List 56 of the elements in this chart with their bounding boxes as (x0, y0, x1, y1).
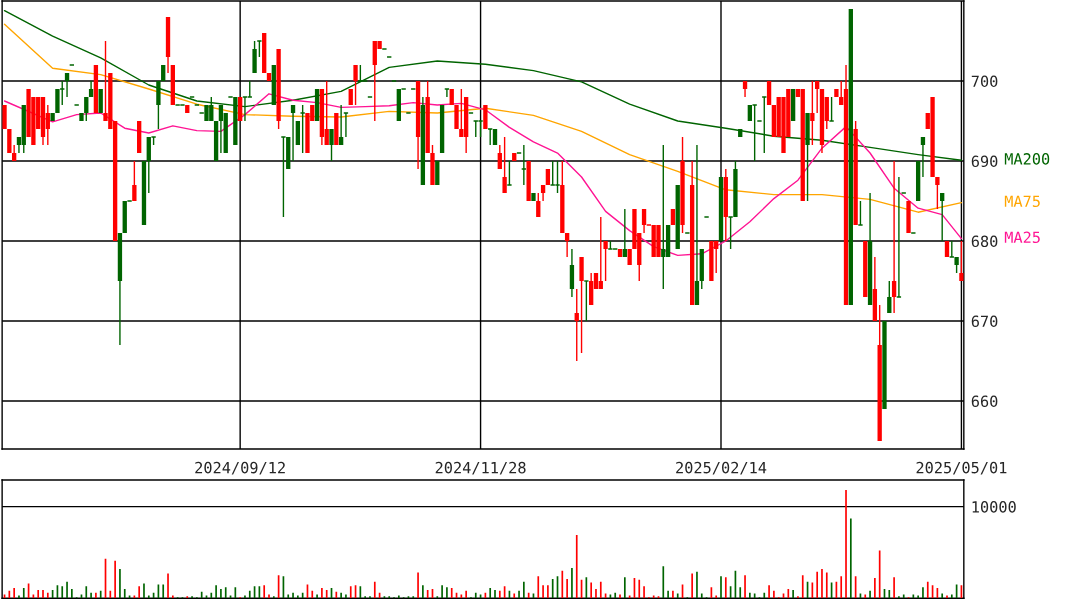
y-tick-label: 700 (971, 75, 998, 88)
candlestick (598, 216, 603, 290)
candlestick (64, 72, 70, 98)
candlestick (887, 280, 892, 314)
candlestick (622, 208, 627, 258)
candlestick (324, 80, 329, 146)
text: MA25 (1004, 231, 1040, 244)
line-series (3, 23, 963, 213)
candlestick (506, 160, 513, 186)
candlestick (564, 232, 570, 258)
candlestick (579, 256, 584, 354)
candlestick (156, 80, 161, 130)
candlestick (343, 112, 349, 138)
candlestick (694, 144, 700, 306)
candlestick (444, 88, 450, 98)
candlestick (761, 96, 768, 154)
candlestick (891, 160, 897, 314)
y-tick-label: 680 (971, 235, 998, 248)
candlestick (290, 104, 296, 162)
candlestick (132, 160, 137, 202)
y-tick-label: 670 (971, 315, 998, 328)
candlestick (896, 176, 902, 298)
x-tick-label: 2025/02/14 (676, 461, 767, 475)
y-tick-label: 660 (971, 395, 998, 408)
candlestick (84, 96, 89, 122)
x-tick-label: 2024/09/12 (195, 461, 285, 475)
candlestick (218, 104, 224, 154)
candlestick (583, 280, 590, 322)
candlestick (828, 96, 835, 122)
x-tick-label: 2025/05/01 (916, 461, 1007, 475)
candlestick (338, 104, 344, 146)
candlestick (459, 88, 464, 138)
candlestick (569, 248, 575, 298)
candlestick (603, 240, 608, 282)
x-tick-label: 2024/11/28 (435, 461, 526, 475)
text: MA75 (1004, 195, 1040, 208)
candlestick (940, 192, 945, 242)
candlestick (242, 96, 248, 122)
candlestick (959, 240, 964, 282)
y-tick-label: 690 (971, 155, 998, 168)
candlestick (857, 200, 864, 226)
text: MA200 (1004, 153, 1050, 165)
candlestick (810, 80, 815, 146)
candlestick (353, 64, 358, 106)
candlestick (589, 272, 594, 306)
candlestick (574, 288, 579, 362)
candlestick (329, 128, 334, 162)
candlestick (641, 208, 647, 234)
candlestick (935, 176, 940, 210)
candlestick (815, 80, 820, 114)
candlestick (502, 136, 507, 194)
y-tick-label: 10000 (972, 501, 1016, 513)
candlestick (554, 160, 561, 194)
candlestick (661, 144, 666, 290)
candlestick (252, 40, 257, 74)
line-series (3, 93, 963, 257)
